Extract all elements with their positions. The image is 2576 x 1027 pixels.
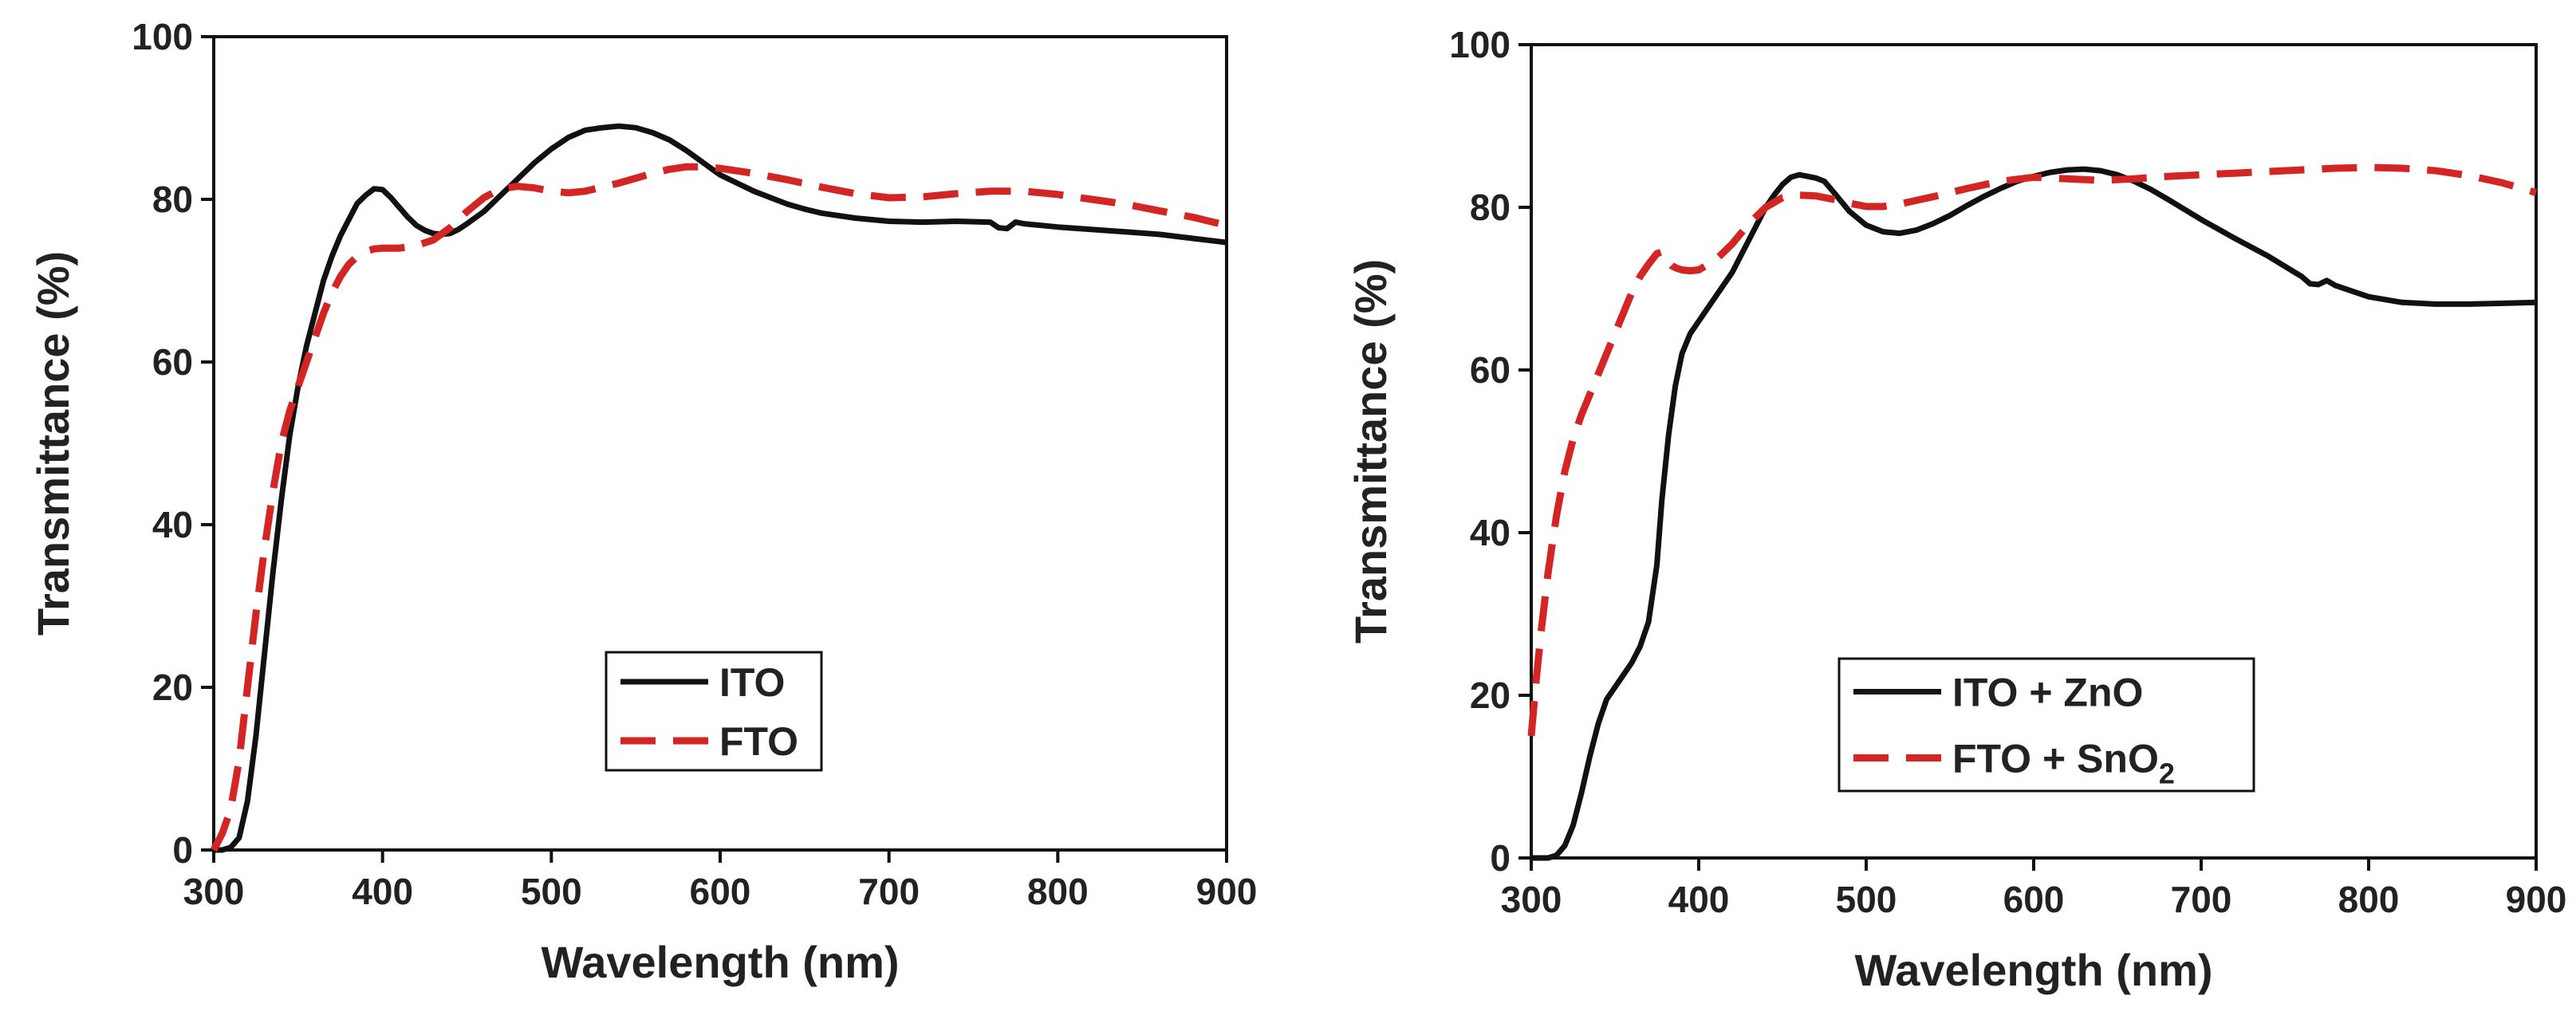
x-tick-label: 700 <box>2171 879 2232 920</box>
y-tick-label: 40 <box>1470 512 1511 553</box>
y-tick-label: 80 <box>152 179 193 220</box>
y-tick-label: 40 <box>152 504 193 545</box>
y-axis-label: Transmittance (%) <box>1345 259 1396 643</box>
y-axis-label: Transmittance (%) <box>28 251 78 635</box>
series-line-ito <box>214 123 1227 853</box>
series-line-fto-sno2 <box>1527 163 2538 737</box>
legend-box <box>605 651 823 772</box>
y-tick-label: 100 <box>132 16 193 57</box>
y-tick-label: 0 <box>1490 837 1511 879</box>
series-line-fto <box>211 163 1228 852</box>
y-tick-label: 20 <box>152 667 193 708</box>
left-chart-panel: 300 400 500 600 700 800 900 0 20 40 60 80 100 Wavelen… <box>28 16 1257 987</box>
x-tick-label: 700 <box>858 871 920 912</box>
x-tick-label: 400 <box>352 871 413 912</box>
legend-label: ITO + ZnO <box>1952 671 2143 715</box>
series-line-ito-zno <box>1531 166 2537 861</box>
x-axis-label: Wavelength (nm) <box>1854 945 2212 995</box>
x-tick-label: 400 <box>1668 879 1730 920</box>
y-tick-label: 80 <box>1470 187 1511 228</box>
x-tick-label: 900 <box>2506 879 2567 920</box>
legend-box <box>1837 657 2255 793</box>
y-tick-label: 20 <box>1470 675 1511 716</box>
y-tick-label: 60 <box>1470 349 1511 391</box>
y-tick-label: 100 <box>1449 24 1511 65</box>
x-tick-label: 300 <box>1501 879 1562 920</box>
x-tick-label: 500 <box>521 871 582 912</box>
y-tick-label: 0 <box>172 829 193 871</box>
legend-label: FTO + SnO2 <box>1952 737 2175 790</box>
x-axis-label: Wavelength (nm) <box>541 937 899 987</box>
x-tick-label: 300 <box>183 871 245 912</box>
x-tick-label: 800 <box>1027 871 1089 912</box>
x-tick-label: 600 <box>2003 879 2065 920</box>
x-tick-label: 800 <box>2338 879 2400 920</box>
x-tick-label: 500 <box>1836 879 1897 920</box>
y-tick-label: 60 <box>152 341 193 383</box>
legend-label: FTO <box>719 719 798 764</box>
right-chart-panel: 300 400 500 600 700 800 900 0 20 40 60 80 100 Wavelen… <box>1345 24 2566 995</box>
legend: ITO FTO <box>605 651 823 772</box>
legend-label: ITO <box>719 660 785 705</box>
x-tick-label: 600 <box>690 871 751 912</box>
x-tick-label: 900 <box>1196 871 1258 912</box>
legend: ITO + ZnO FTO + SnO2 <box>1837 657 2255 793</box>
legend-label-subscript: 2 <box>2159 757 2175 790</box>
legend-label-main: FTO + SnO <box>1952 737 2159 781</box>
